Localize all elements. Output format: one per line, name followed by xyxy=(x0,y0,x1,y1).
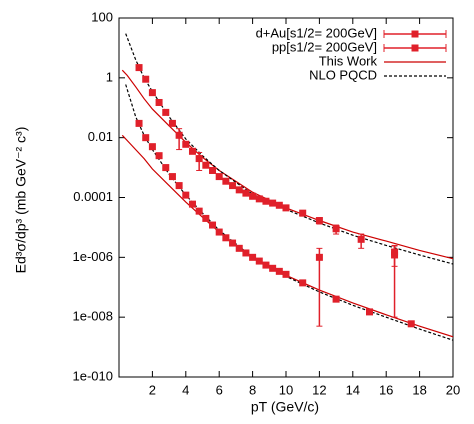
marker xyxy=(299,279,307,287)
marker xyxy=(269,264,277,272)
marker xyxy=(255,195,263,203)
x-tick-label: 20 xyxy=(446,382,460,397)
legend-swatch xyxy=(411,30,419,38)
marker xyxy=(315,253,323,261)
x-tick-label: 2 xyxy=(149,382,156,397)
legend-swatch xyxy=(411,44,419,52)
marker xyxy=(215,173,223,181)
marker xyxy=(262,197,270,205)
marker xyxy=(188,147,196,155)
marker xyxy=(229,239,237,247)
marker xyxy=(249,253,257,261)
legend-label: pp[s1/2= 200GeV] xyxy=(272,39,377,54)
marker xyxy=(366,308,373,316)
marker xyxy=(148,89,156,97)
marker xyxy=(282,270,290,278)
marker xyxy=(162,108,170,116)
legend-label: This Work xyxy=(319,53,378,68)
y-tick-label: 1e-008 xyxy=(73,309,113,324)
marker xyxy=(188,200,196,208)
marker xyxy=(242,189,250,197)
legend-label: d+Au[s1/2= 200GeV] xyxy=(256,25,377,40)
marker xyxy=(209,221,217,229)
marker xyxy=(255,257,263,265)
y-axis-label: Ed³σ/dp³ (mb GeV⁻² c³) xyxy=(13,127,29,274)
marker xyxy=(155,152,163,160)
marker xyxy=(229,182,237,190)
marker xyxy=(209,166,217,174)
y-tick-label: 1e-006 xyxy=(73,249,113,264)
marker xyxy=(222,177,230,185)
marker xyxy=(182,191,190,199)
marker xyxy=(175,182,183,190)
marker xyxy=(175,131,183,139)
y-tick-label: 100 xyxy=(91,9,113,24)
marker xyxy=(162,164,170,172)
marker xyxy=(195,155,203,163)
marker xyxy=(142,75,150,83)
marker xyxy=(135,64,143,72)
x-tick-label: 18 xyxy=(412,382,426,397)
marker xyxy=(235,186,243,194)
marker xyxy=(182,140,190,148)
marker xyxy=(195,207,203,215)
x-tick-label: 8 xyxy=(249,382,256,397)
y-tick-label: 0.01 xyxy=(88,129,113,144)
marker xyxy=(332,225,340,233)
x-axis-label: pT (GeV/c) xyxy=(251,399,319,415)
marker xyxy=(202,214,210,222)
marker xyxy=(148,143,156,151)
marker xyxy=(299,209,307,217)
x-tick-label: 4 xyxy=(182,382,189,397)
legend-label: NLO PQCD xyxy=(309,67,377,82)
marker xyxy=(282,204,290,212)
marker xyxy=(235,244,243,252)
curve xyxy=(125,33,453,265)
marker xyxy=(315,217,323,225)
marker xyxy=(357,235,365,243)
marker xyxy=(202,161,210,169)
marker xyxy=(215,228,223,236)
marker xyxy=(275,201,283,209)
marker xyxy=(155,98,163,106)
y-tick-label: 0.0001 xyxy=(73,189,113,204)
marker xyxy=(407,320,415,328)
marker xyxy=(222,234,230,242)
marker xyxy=(168,119,176,127)
y-tick-label: 1e-010 xyxy=(73,368,113,383)
x-tick-label: 6 xyxy=(216,382,223,397)
marker xyxy=(391,251,399,259)
marker xyxy=(269,199,277,207)
x-tick-label: 12 xyxy=(312,382,326,397)
marker xyxy=(168,173,176,181)
marker xyxy=(249,192,257,200)
marker xyxy=(332,295,340,303)
marker xyxy=(242,249,250,257)
marker xyxy=(275,267,283,275)
x-tick-label: 14 xyxy=(346,382,360,397)
marker xyxy=(142,134,150,142)
marker xyxy=(262,261,270,269)
marker xyxy=(135,119,143,127)
x-tick-label: 10 xyxy=(279,382,293,397)
x-tick-label: 16 xyxy=(379,382,393,397)
y-tick-label: 1 xyxy=(106,69,113,84)
